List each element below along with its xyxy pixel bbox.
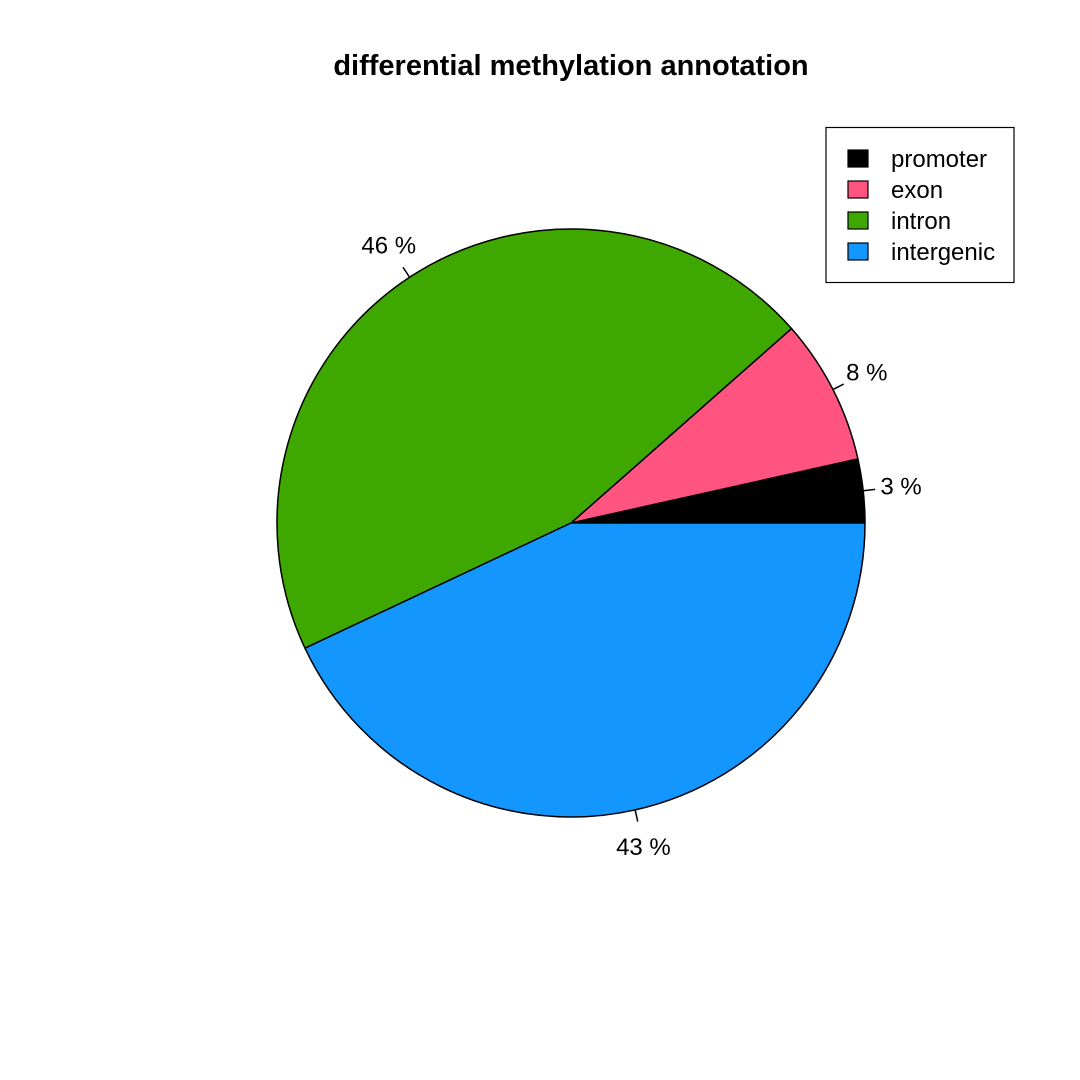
legend-label-intron: intron [891, 208, 951, 235]
legend-swatch-intergenic [847, 242, 869, 261]
chart-title: differential methylation annotation [333, 50, 808, 82]
legend-swatch-promoter [847, 149, 869, 168]
pie-slice-intergenic [304, 522, 866, 818]
legend-label-intergenic: intergenic [891, 239, 995, 266]
slice-label-intron: 46 % [361, 233, 416, 260]
slice-tick-exon [832, 383, 844, 391]
slice-tick-promoter [863, 488, 876, 492]
legend-label-promoter: promoter [891, 146, 987, 173]
pie-slice-exon [570, 327, 859, 524]
slice-label-promoter: 3 % [880, 474, 921, 501]
slice-labels: 3 % 8 % 46 % 43 % [361, 233, 921, 861]
pie-slices [276, 228, 866, 818]
legend: promoter exon intron intergenic [825, 126, 1015, 284]
pie-slice-intron [276, 228, 793, 649]
legend-label-exon: exon [891, 177, 943, 204]
slice-tick-intron [402, 266, 411, 278]
slice-label-exon: 8 % [846, 359, 887, 386]
legend-swatch-intron [847, 211, 869, 230]
slice-label-intergenic: 43 % [616, 834, 671, 861]
slice-tick-intergenic [634, 809, 639, 822]
legend-swatch-exon [847, 180, 869, 199]
legend-items: promoter exon intron intergenic [847, 146, 995, 266]
